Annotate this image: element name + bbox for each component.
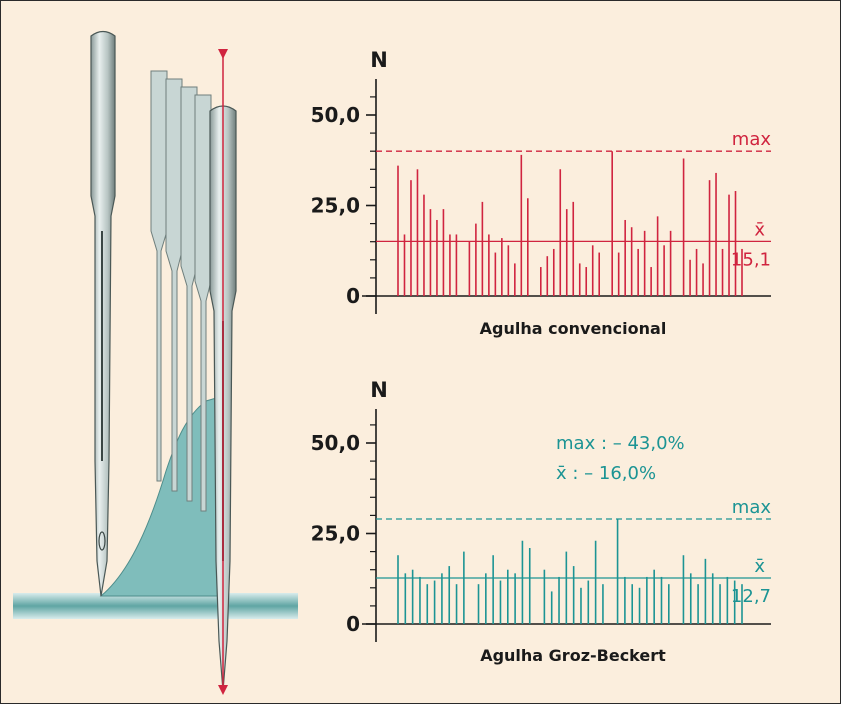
chart2-max-label: max <box>732 497 772 518</box>
chart2-mean-value: 12,7 <box>731 586 771 607</box>
y-tick-label: 50,0 <box>311 431 360 455</box>
ghost-needles <box>150 70 212 512</box>
chart2-mean-symbol: x̄ <box>754 556 765 577</box>
chart1-title: Agulha convencional <box>480 319 667 338</box>
right-needle <box>209 49 237 695</box>
arrow-down-bottom-icon <box>218 685 228 695</box>
needle-illustration <box>13 30 298 695</box>
y-tick-label: 25,0 <box>311 194 360 218</box>
chart1-max-label: max <box>732 129 772 150</box>
chart2-annotation-mean: x̄ : – 16,0% <box>556 463 656 484</box>
chart2-title: Agulha Groz-Beckert <box>480 646 666 665</box>
chart1-mean-symbol: x̄ <box>754 219 765 240</box>
chart2-tick-labels: 0 25,0 50,0 <box>311 431 360 636</box>
chart2-annotation-max: max : – 43,0% <box>556 433 685 454</box>
chart1-mean-value: 15,1 <box>731 249 771 270</box>
arrow-down-top-icon <box>218 49 228 59</box>
chart2-ylabel: N <box>370 378 388 402</box>
chart1-bars <box>397 151 743 296</box>
y-tick-label: 0 <box>346 612 360 636</box>
y-tick-label: 50,0 <box>311 103 360 127</box>
fabric-strip <box>13 593 298 619</box>
chart-conventional: N 0 25,0 50,0 max x̄ 15,1 Agulha convencio… <box>311 48 772 338</box>
y-tick-label: 0 <box>346 284 360 308</box>
chart-groz-beckert: N 0 25,0 50,0 max x̄ 12,7 max : – 43,0% x̄… <box>311 378 772 665</box>
left-needle <box>90 30 116 597</box>
chart1-tick-labels: 0 25,0 50,0 <box>311 103 360 308</box>
chart1-ylabel: N <box>370 48 388 72</box>
chart2-bars <box>397 519 743 624</box>
y-tick-label: 25,0 <box>311 522 360 546</box>
